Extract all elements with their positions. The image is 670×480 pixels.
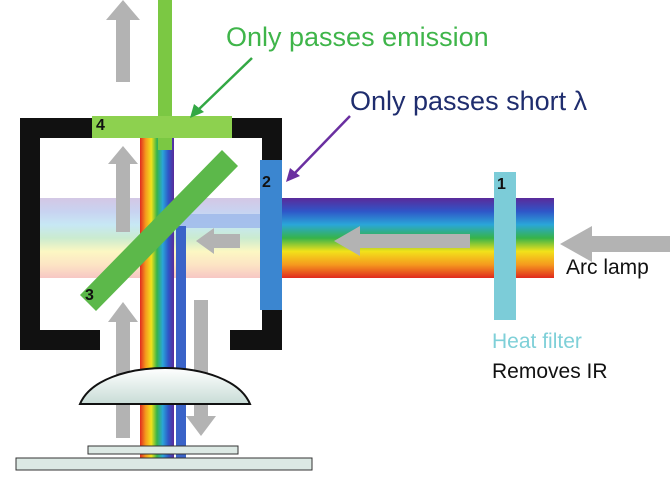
heat-filter-label: Heat filter: [492, 330, 582, 353]
short-pass-callout-arrowhead: [286, 168, 300, 182]
upward-specimen-arrow: [108, 302, 138, 438]
emission-filter-number: 4: [96, 117, 105, 134]
heat-filter-number: 1: [497, 176, 506, 193]
emission-callout-arrowhead: [190, 104, 204, 118]
downward-specimen-arrow: [186, 300, 216, 436]
vertical-spectrum-column: [140, 138, 174, 458]
filter-cube-housing: [20, 118, 100, 350]
excitation-filter-number: 2: [262, 174, 271, 191]
emission-callout-label: Only passes emission: [226, 22, 489, 52]
filter-cube-housing-lower-right: [230, 310, 282, 350]
arc-lamp-label: Arc lamp: [566, 256, 649, 279]
cover-slip: [87, 445, 239, 455]
excitation-filter: [260, 160, 282, 310]
reflected-short-wavelength-beam: [178, 214, 262, 228]
upward-mid-arrow: [108, 146, 138, 232]
filter-cube-housing-right: [230, 118, 282, 164]
grey-arrows: [106, 0, 670, 438]
heat-filter: [494, 172, 516, 320]
removes-ir-label: Removes IR: [492, 360, 608, 383]
upward-exit-arrow: [106, 0, 140, 82]
short-pass-callout-pointer: [291, 115, 351, 177]
excitation-beam-down: [176, 226, 186, 460]
arc-lamp-arrow: [560, 226, 670, 262]
specimen-slide: [15, 457, 313, 471]
emission-filter: [92, 116, 232, 138]
emission-beam-up: [158, 0, 172, 150]
reflected-arrow: [196, 228, 240, 254]
emission-callout-pointer: [195, 57, 253, 113]
beam-direction-arrow: [334, 226, 470, 256]
objective-lens: [78, 367, 252, 405]
dichroic-mirror-number: 3: [85, 287, 94, 304]
dichroic-mirror: [80, 150, 238, 311]
short-pass-callout-label: Only passes short λ: [350, 86, 588, 116]
